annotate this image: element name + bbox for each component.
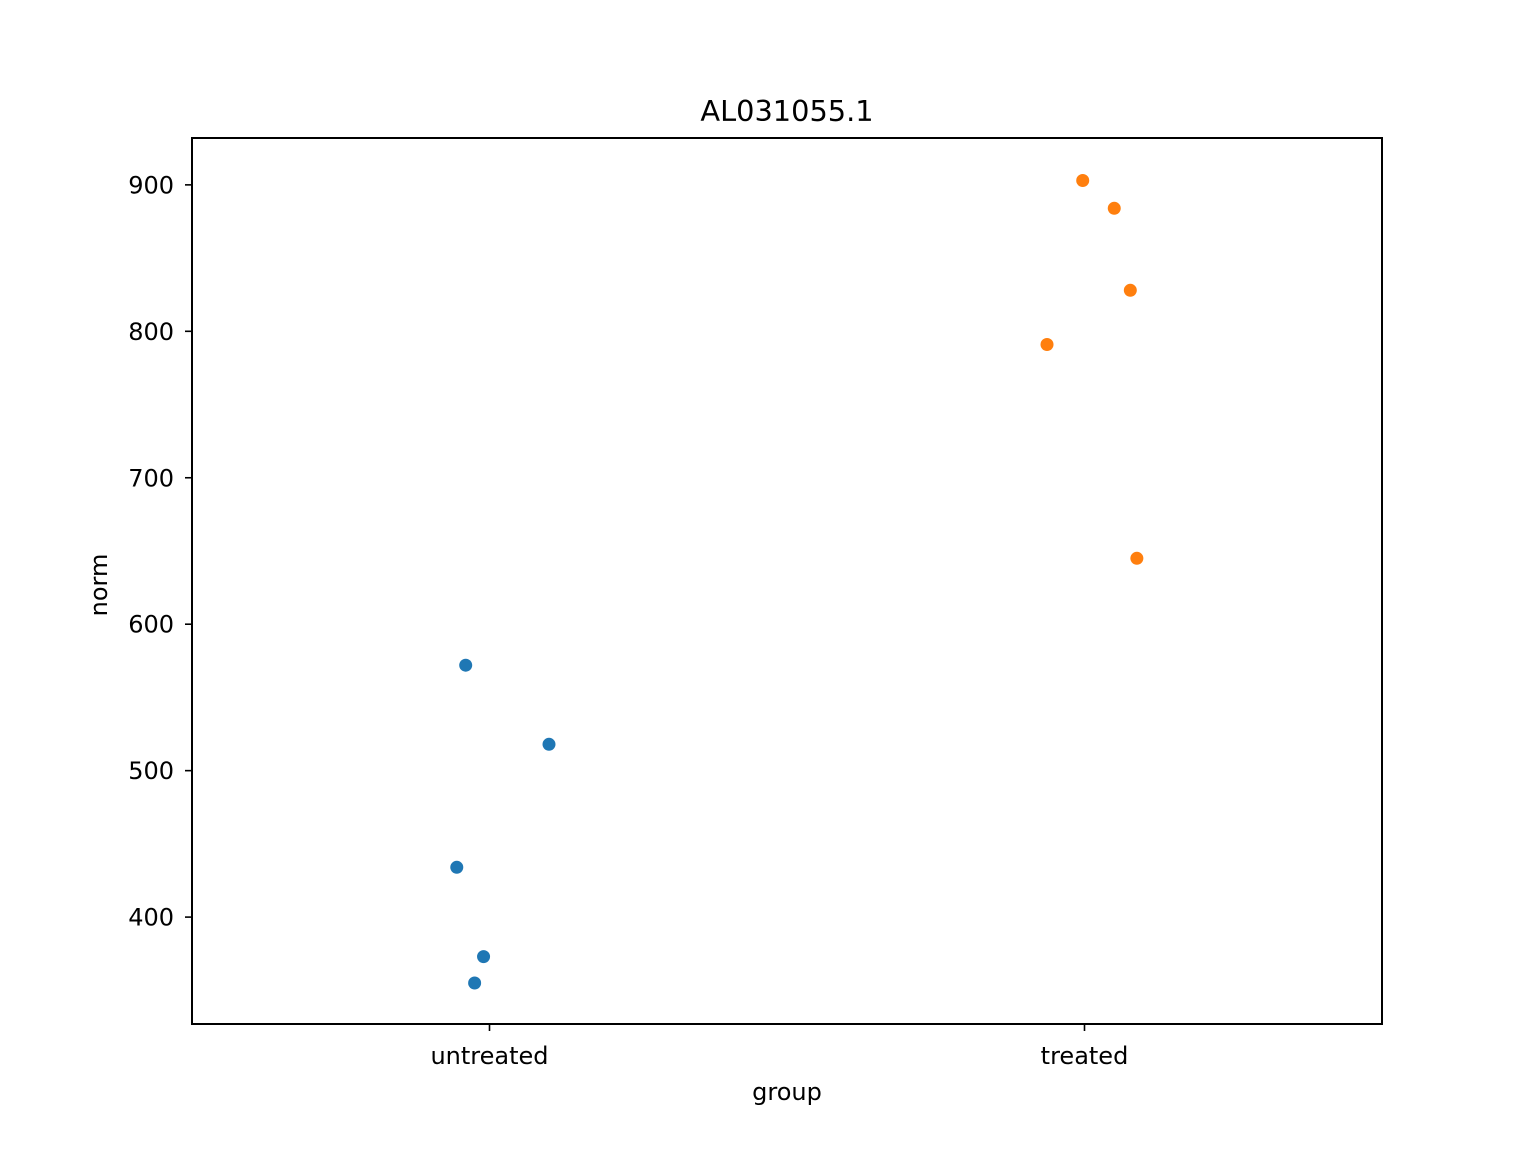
data-point-untreated [477, 950, 491, 964]
y-tick-label: 400 [128, 904, 174, 932]
y-tick-label: 700 [128, 464, 174, 492]
x-tick-label: untreated [430, 1042, 548, 1070]
data-point-untreated [450, 860, 464, 874]
data-points [450, 173, 1144, 990]
y-tick-label: 900 [128, 171, 174, 199]
plot-area [192, 138, 1382, 1024]
data-point-treated [1107, 201, 1121, 215]
y-axis-ticks: 400 500 600 700 800 900 [128, 171, 192, 932]
data-point-treated [1040, 337, 1054, 351]
chart-title: AL031055.1 [700, 94, 873, 128]
data-point-untreated [468, 976, 482, 990]
y-tick-label: 500 [128, 757, 174, 785]
data-point-treated [1130, 551, 1144, 565]
y-axis-label: norm [85, 554, 113, 617]
y-tick-label: 800 [128, 318, 174, 346]
data-point-treated [1123, 283, 1137, 297]
data-point-untreated [459, 658, 473, 672]
y-tick-label: 600 [128, 611, 174, 639]
plot-frame [191, 137, 1383, 1025]
data-point-untreated [542, 737, 556, 751]
x-axis-ticks: untreated treated [430, 1024, 1128, 1070]
x-tick-label: treated [1041, 1042, 1129, 1070]
x-axis-label: group [752, 1078, 822, 1106]
data-point-treated [1076, 173, 1090, 187]
